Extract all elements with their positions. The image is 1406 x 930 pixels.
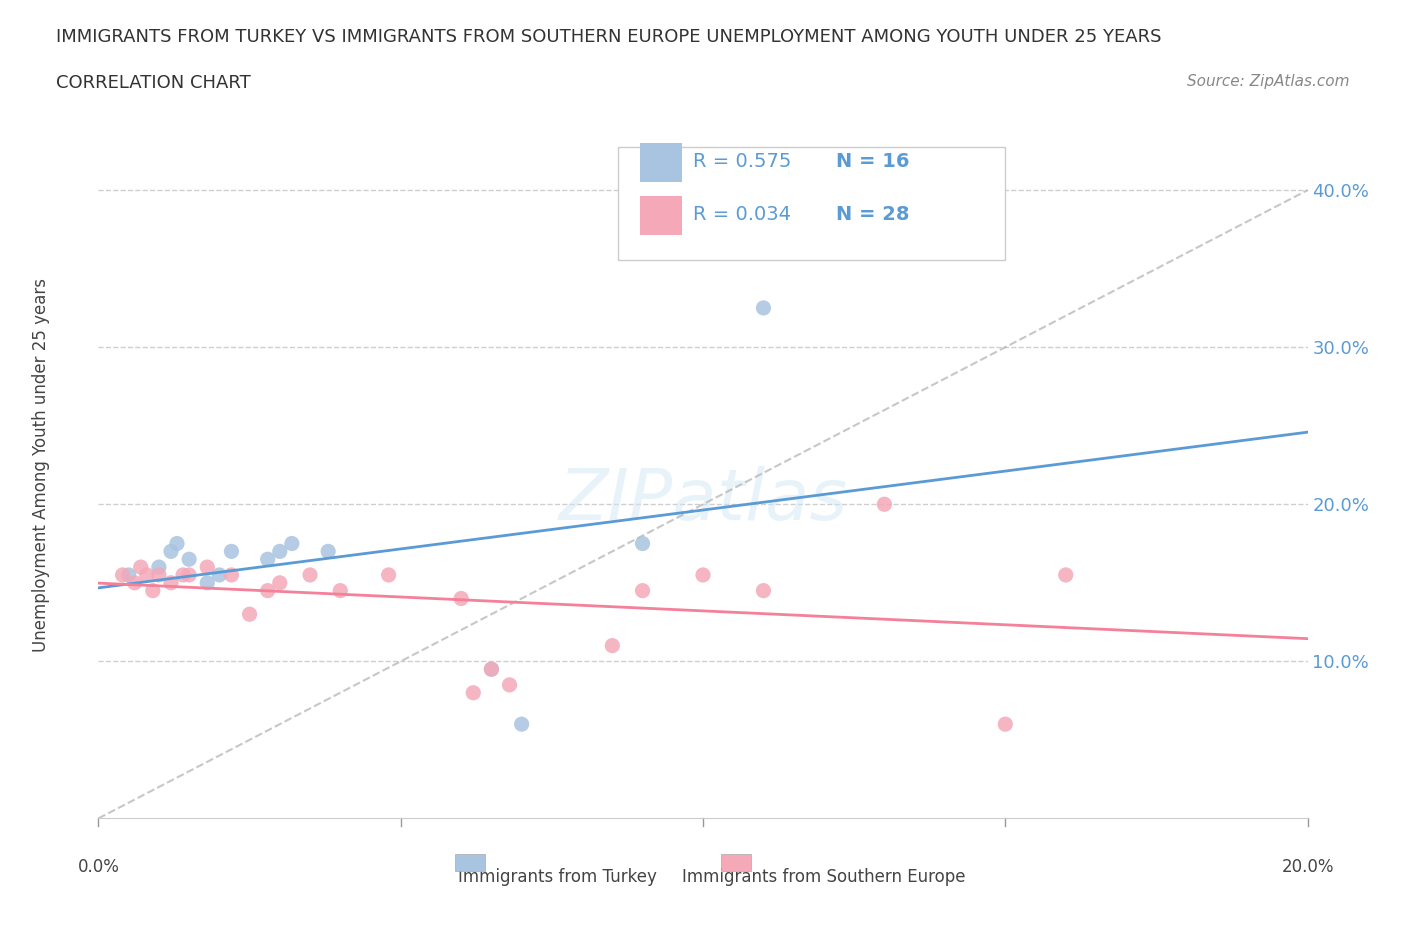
Point <box>498 677 520 692</box>
Text: Unemployment Among Youth under 25 years: Unemployment Among Youth under 25 years <box>32 278 51 652</box>
Point <box>994 717 1017 732</box>
Text: N = 28: N = 28 <box>837 205 910 223</box>
Point <box>329 583 352 598</box>
Point <box>631 583 654 598</box>
Point <box>135 567 157 582</box>
Text: IMMIGRANTS FROM TURKEY VS IMMIGRANTS FROM SOUTHERN EUROPE UNEMPLOYMENT AMONG YOU: IMMIGRANTS FROM TURKEY VS IMMIGRANTS FRO… <box>56 28 1161 46</box>
Text: Immigrants from Southern Europe: Immigrants from Southern Europe <box>682 868 966 886</box>
Point <box>269 576 291 591</box>
Point <box>602 638 624 653</box>
Point <box>179 551 201 566</box>
Point <box>752 583 775 598</box>
Text: R = 0.034: R = 0.034 <box>693 205 792 223</box>
Point <box>256 551 278 566</box>
Point <box>239 606 262 621</box>
Point <box>124 576 146 591</box>
Point <box>142 583 165 598</box>
Point <box>752 300 775 315</box>
Point <box>873 497 896 512</box>
Point <box>118 567 141 582</box>
Point <box>631 536 654 551</box>
Point <box>269 544 291 559</box>
Point <box>1054 567 1077 582</box>
Point <box>221 567 243 582</box>
FancyBboxPatch shape <box>456 854 485 871</box>
Point <box>316 544 339 559</box>
Point <box>160 576 183 591</box>
Point <box>256 583 278 598</box>
Point <box>481 662 503 677</box>
Point <box>208 567 231 582</box>
Text: 20.0%: 20.0% <box>1281 857 1334 876</box>
Point <box>281 536 304 551</box>
Point <box>195 576 218 591</box>
Text: Source: ZipAtlas.com: Source: ZipAtlas.com <box>1187 74 1350 89</box>
FancyBboxPatch shape <box>721 854 751 871</box>
FancyBboxPatch shape <box>640 143 682 182</box>
Point <box>463 685 485 700</box>
Text: ZIPatlas: ZIPatlas <box>558 466 848 535</box>
Point <box>377 567 399 582</box>
Point <box>111 567 134 582</box>
FancyBboxPatch shape <box>619 147 1005 260</box>
Point <box>172 567 194 582</box>
Point <box>692 567 714 582</box>
Point <box>148 567 170 582</box>
Text: CORRELATION CHART: CORRELATION CHART <box>56 74 252 92</box>
Point <box>148 560 170 575</box>
Point <box>195 560 218 575</box>
Point <box>450 591 472 606</box>
Point <box>166 536 188 551</box>
Point <box>481 662 503 677</box>
Text: N = 16: N = 16 <box>837 152 910 170</box>
Point <box>221 544 243 559</box>
Point <box>179 567 201 582</box>
Text: Immigrants from Turkey: Immigrants from Turkey <box>458 868 658 886</box>
Point <box>510 717 533 732</box>
Text: R = 0.575: R = 0.575 <box>693 152 792 170</box>
FancyBboxPatch shape <box>640 196 682 235</box>
Point <box>299 567 322 582</box>
Text: 0.0%: 0.0% <box>77 857 120 876</box>
Point <box>129 560 152 575</box>
Point <box>160 544 183 559</box>
